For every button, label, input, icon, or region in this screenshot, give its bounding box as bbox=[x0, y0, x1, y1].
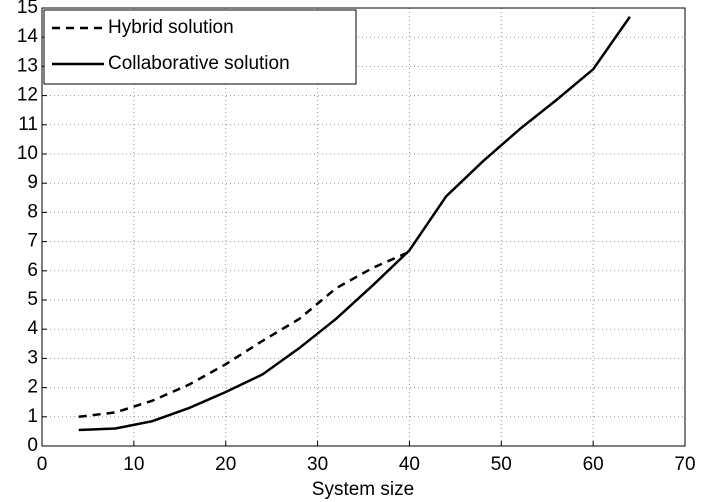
y-tick-label: 10 bbox=[17, 143, 38, 164]
legend-box bbox=[43, 9, 357, 85]
x-tick-label: 60 bbox=[583, 454, 604, 475]
y-tick-label: 9 bbox=[27, 172, 38, 193]
x-tick-label: 70 bbox=[674, 454, 695, 475]
y-tick-label: 5 bbox=[27, 289, 38, 310]
x-tick-label: 10 bbox=[123, 454, 144, 475]
legend-label: Collaborative solution bbox=[108, 53, 290, 74]
y-tick-label: 6 bbox=[27, 260, 38, 281]
y-tick-label: 11 bbox=[18, 114, 38, 135]
line-series bbox=[78, 250, 410, 419]
y-tick-label: 14 bbox=[17, 26, 39, 47]
x-tick-label: 30 bbox=[307, 454, 328, 475]
x-tick-label: 40 bbox=[399, 454, 420, 475]
x-axis-label: System size bbox=[312, 479, 414, 500]
x-tick-label: 20 bbox=[215, 454, 236, 475]
y-tick-label: 7 bbox=[27, 231, 38, 252]
y-tick-label: 1 bbox=[27, 406, 38, 427]
plot-frame bbox=[41, 7, 686, 447]
x-tick-label: 0 bbox=[37, 454, 48, 475]
y-tick-label: 3 bbox=[27, 347, 38, 368]
y-tick-label: 2 bbox=[27, 377, 38, 398]
y-tick-label: 8 bbox=[27, 201, 38, 222]
y-tick-label: 0 bbox=[27, 435, 38, 456]
x-tick-label: 50 bbox=[491, 454, 512, 475]
line-series bbox=[78, 16, 631, 432]
legend-label: Hybrid solution bbox=[108, 17, 234, 38]
y-tick-label: 13 bbox=[17, 55, 38, 76]
y-tick-label: 15 bbox=[17, 0, 38, 18]
y-tick-label: 4 bbox=[27, 318, 38, 339]
y-tick-label: 12 bbox=[17, 85, 38, 106]
